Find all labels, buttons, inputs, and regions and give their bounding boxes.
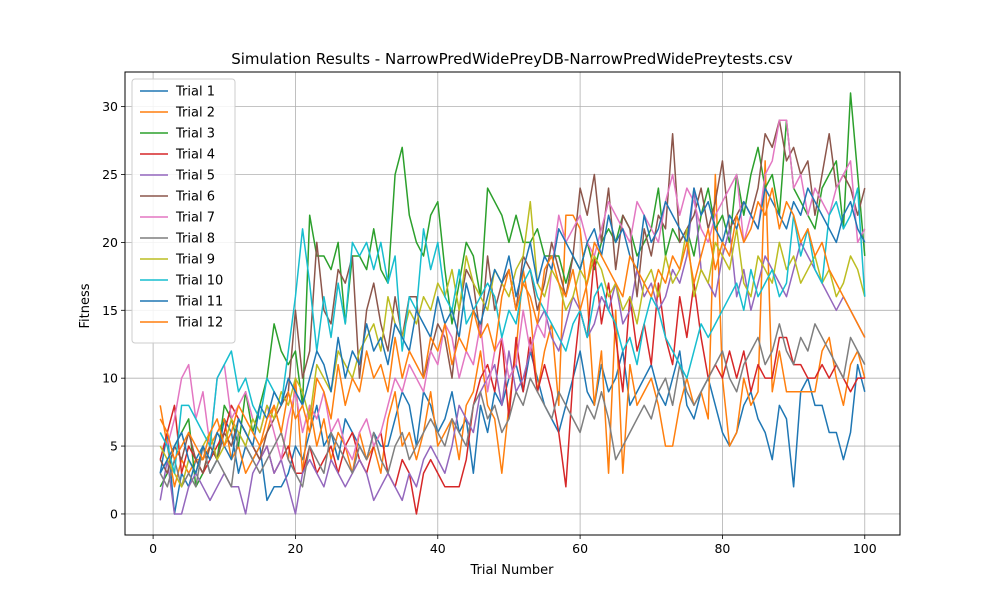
series-lines bbox=[159, 92, 866, 515]
x-tick-label: 100 bbox=[853, 541, 877, 556]
x-axis-label: Trial Number bbox=[470, 563, 555, 578]
x-tick-label: 80 bbox=[714, 541, 730, 556]
legend-label: Trial 12 bbox=[175, 316, 223, 331]
x-tick-label: 60 bbox=[572, 541, 588, 556]
x-axis: 0 20 40 60 80 100 bbox=[149, 535, 877, 556]
y-axis-label: Fitness bbox=[78, 283, 93, 328]
series-line-trial-11 bbox=[159, 187, 866, 474]
y-tick-label: 30 bbox=[102, 99, 118, 114]
legend-label: Trial 1 bbox=[175, 85, 215, 100]
y-tick-label: 25 bbox=[102, 167, 118, 182]
y-tick-label: 15 bbox=[102, 303, 118, 318]
x-tick-label: 0 bbox=[149, 541, 157, 556]
legend: Trial 1 Trial 2 Trial 3 Trial 4 Trial 5 Trial… bbox=[131, 78, 236, 344]
series-line-trial-8 bbox=[159, 323, 866, 488]
legend-label: Trial 2 bbox=[175, 106, 215, 121]
plot-frame bbox=[124, 71, 901, 536]
y-tick-label: 20 bbox=[102, 235, 118, 250]
legend-label: Trial 11 bbox=[175, 295, 223, 310]
legend-label: Trial 4 bbox=[175, 148, 215, 163]
series-line-trial-12 bbox=[159, 187, 866, 461]
x-tick-label: 40 bbox=[430, 541, 446, 556]
legend-label: Trial 8 bbox=[175, 232, 215, 247]
legend-label: Trial 5 bbox=[175, 169, 215, 184]
legend-box bbox=[131, 78, 236, 344]
legend-label: Trial 3 bbox=[175, 127, 215, 142]
y-tick-label: 5 bbox=[110, 439, 118, 454]
y-tick-label: 10 bbox=[102, 371, 118, 386]
series-line-trial-7 bbox=[159, 119, 866, 461]
legend-label: Trial 10 bbox=[175, 274, 223, 289]
chart-title: Simulation Results - NarrowPredWidePreyD… bbox=[231, 50, 793, 68]
legend-label: Trial 9 bbox=[175, 253, 215, 268]
legend-label: Trial 6 bbox=[175, 190, 215, 205]
x-tick-label: 20 bbox=[287, 541, 303, 556]
series-line-trial-3 bbox=[159, 92, 866, 488]
y-axis: 0 5 10 15 20 25 30 bbox=[102, 99, 125, 521]
legend-label: Trial 7 bbox=[175, 211, 215, 226]
y-tick-label: 0 bbox=[110, 506, 118, 521]
